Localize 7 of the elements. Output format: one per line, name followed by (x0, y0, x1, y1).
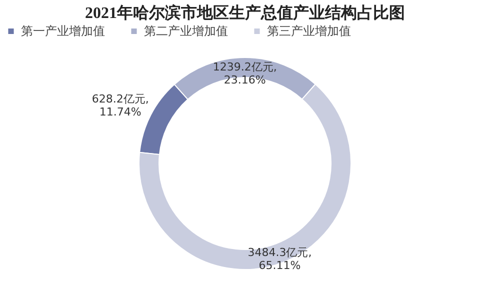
data-label: 3484.3亿元, 65.11% (248, 246, 312, 272)
legend-label: 第三产业增加值 (267, 24, 351, 38)
legend-label: 第二产业增加值 (144, 24, 228, 38)
data-label: 1239.2亿元, 23.16% (212, 60, 277, 86)
legend-label: 第一产业增加值 (21, 24, 105, 38)
data-label: 628.2亿元, 11.74% (92, 92, 149, 119)
chart-title: 2021年哈尔滨市地区生产总值产业结构占比图 (85, 4, 405, 22)
